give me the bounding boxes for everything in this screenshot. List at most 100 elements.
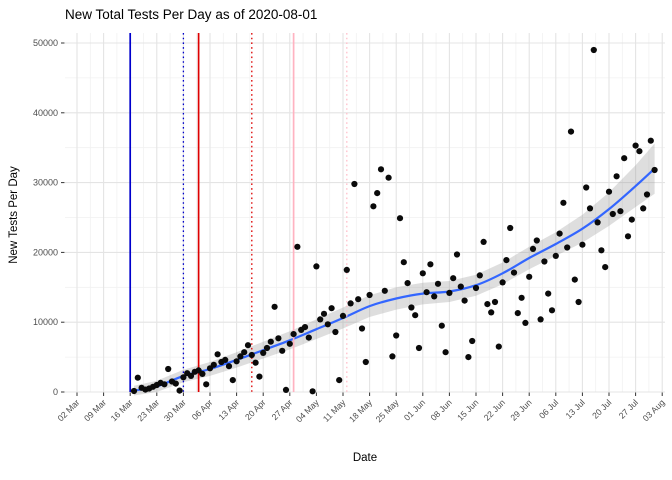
data-point bbox=[442, 349, 449, 356]
data-point bbox=[176, 387, 183, 394]
x-tick-label: 04 May bbox=[294, 397, 321, 424]
data-point bbox=[237, 353, 244, 360]
scatter-points bbox=[130, 46, 658, 395]
data-point bbox=[415, 344, 423, 352]
data-point bbox=[260, 349, 267, 356]
data-point bbox=[472, 284, 480, 292]
data-point bbox=[434, 280, 442, 287]
data-point bbox=[336, 377, 343, 384]
x-tick-label: 16 Mar bbox=[109, 397, 135, 423]
x-tick-label: 02 Mar bbox=[55, 397, 81, 423]
data-point bbox=[412, 312, 419, 319]
data-point bbox=[526, 273, 533, 280]
data-point bbox=[643, 191, 651, 198]
data-point bbox=[545, 290, 552, 297]
data-point bbox=[214, 351, 221, 358]
data-point bbox=[309, 388, 316, 395]
data-point bbox=[187, 372, 195, 379]
data-point bbox=[301, 324, 309, 331]
minor-gridlines bbox=[65, 33, 665, 392]
data-point bbox=[256, 373, 263, 380]
data-point bbox=[605, 188, 613, 195]
data-point bbox=[286, 340, 293, 347]
data-point bbox=[370, 203, 377, 210]
event-vlines bbox=[129, 33, 348, 392]
x-tick-label: 18 May bbox=[347, 397, 374, 424]
data-point bbox=[241, 349, 248, 356]
axis-ticks bbox=[61, 42, 663, 396]
data-point bbox=[161, 381, 168, 388]
data-point bbox=[328, 305, 335, 312]
data-point bbox=[495, 343, 502, 350]
x-tick-label: 09 Mar bbox=[82, 397, 108, 423]
data-point bbox=[518, 294, 525, 301]
data-point bbox=[199, 370, 206, 377]
x-tick-label: 13 Apr bbox=[216, 397, 241, 422]
data-point bbox=[575, 298, 582, 306]
data-point bbox=[579, 241, 586, 248]
data-point bbox=[248, 351, 255, 359]
data-point bbox=[210, 361, 217, 368]
data-point bbox=[229, 377, 236, 384]
data-point bbox=[134, 374, 141, 381]
data-point bbox=[377, 166, 385, 173]
data-point bbox=[279, 347, 286, 354]
major-gridlines bbox=[65, 33, 665, 393]
data-point bbox=[419, 270, 426, 277]
data-point bbox=[560, 199, 567, 206]
data-point bbox=[408, 304, 415, 311]
data-point bbox=[450, 275, 457, 282]
x-tick-label: 23 Mar bbox=[135, 397, 161, 423]
data-point bbox=[514, 310, 521, 317]
data-point bbox=[225, 363, 233, 370]
x-tick-label: 29 Jun bbox=[508, 397, 533, 422]
data-point bbox=[438, 322, 445, 329]
data-point bbox=[586, 205, 594, 212]
data-point bbox=[571, 276, 578, 283]
data-point bbox=[469, 337, 476, 345]
data-point bbox=[385, 174, 392, 181]
x-tick-label: 27 Jul bbox=[617, 397, 640, 420]
data-point bbox=[457, 283, 464, 290]
data-point bbox=[233, 358, 240, 365]
data-point bbox=[404, 280, 411, 287]
x-tick-label: 15 Jun bbox=[455, 397, 480, 422]
data-point bbox=[172, 380, 179, 387]
data-point bbox=[590, 46, 597, 54]
data-point bbox=[290, 331, 297, 338]
y-tick-label: 20000 bbox=[33, 247, 58, 257]
data-point bbox=[324, 321, 331, 328]
confidence-band bbox=[134, 143, 655, 396]
data-point bbox=[564, 244, 571, 251]
data-point bbox=[271, 303, 278, 310]
data-point bbox=[552, 252, 559, 259]
x-tick-label: 20 Apr bbox=[243, 397, 268, 422]
x-tick-label: 13 Jul bbox=[564, 397, 587, 420]
data-point bbox=[381, 287, 388, 294]
data-point bbox=[484, 301, 491, 308]
data-point bbox=[548, 307, 556, 314]
data-point bbox=[427, 261, 434, 268]
data-point bbox=[400, 259, 407, 266]
data-point bbox=[313, 263, 320, 270]
data-point bbox=[423, 289, 430, 296]
data-point bbox=[621, 155, 628, 162]
data-point bbox=[488, 309, 495, 316]
data-point bbox=[598, 247, 605, 254]
data-point bbox=[480, 238, 487, 245]
smooth-line bbox=[132, 167, 656, 392]
data-point bbox=[632, 142, 639, 149]
data-point bbox=[583, 184, 590, 191]
data-point bbox=[617, 208, 624, 215]
data-point bbox=[453, 251, 461, 258]
data-point bbox=[476, 272, 483, 279]
data-point bbox=[267, 338, 274, 345]
x-axis-title: Date bbox=[352, 452, 378, 464]
data-point bbox=[222, 356, 229, 363]
data-point bbox=[522, 319, 529, 326]
data-point bbox=[651, 166, 658, 174]
data-point bbox=[647, 137, 654, 144]
x-tick-label: 27 Apr bbox=[270, 397, 295, 422]
